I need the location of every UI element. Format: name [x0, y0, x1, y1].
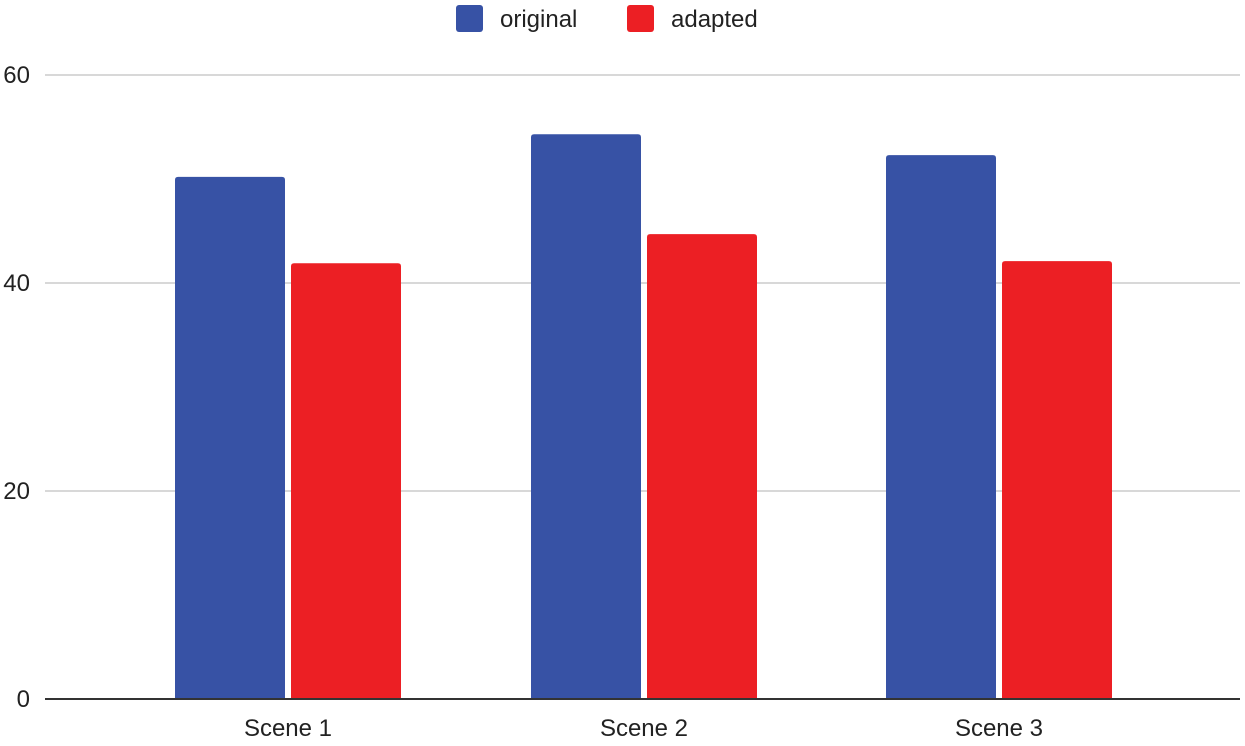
bar-adapted-scene-3 — [1002, 261, 1112, 699]
legend-swatch-adapted — [627, 5, 654, 32]
y-tick-label: 20 — [3, 478, 30, 505]
bar-original-scene-1 — [175, 176, 285, 700]
legend-swatch-original — [456, 5, 483, 32]
legend-label-original: original — [500, 6, 577, 33]
legend: original adapted — [456, 5, 758, 33]
y-tick-label: 0 — [17, 686, 30, 713]
legend-label-adapted: adapted — [671, 6, 758, 33]
x-axis-category-labels: Scene 1 Scene 2 Scene 3 — [244, 715, 1043, 742]
x-category-label: Scene 2 — [600, 715, 688, 741]
y-axis-tick-labels: 0 20 40 60 — [3, 62, 30, 713]
x-category-label: Scene 3 — [955, 715, 1043, 741]
bar-original-scene-3 — [886, 155, 996, 699]
bar-adapted-scene-2 — [647, 234, 757, 699]
y-tick-label: 60 — [3, 62, 30, 89]
bar-original-scene-2 — [531, 134, 641, 699]
bar-adapted-scene-1 — [291, 263, 401, 699]
y-tick-label: 40 — [3, 270, 30, 297]
bars — [175, 134, 1112, 700]
x-category-label: Scene 1 — [244, 715, 332, 741]
